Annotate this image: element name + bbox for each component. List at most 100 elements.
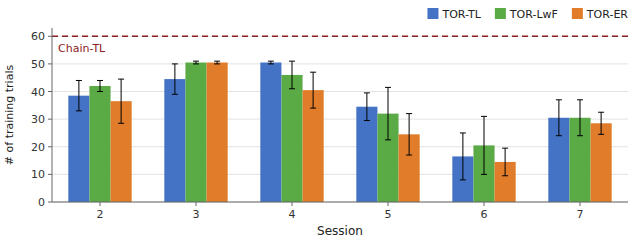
bar xyxy=(89,86,110,202)
error-cap xyxy=(577,99,583,100)
legend-label: TOR-ER xyxy=(586,8,628,21)
x-axis xyxy=(52,202,628,203)
error-cap xyxy=(193,63,199,64)
error-cap xyxy=(97,91,103,92)
error-bar xyxy=(172,64,178,94)
reference-line xyxy=(52,36,628,38)
error-stem xyxy=(313,72,314,108)
bar xyxy=(260,63,281,202)
error-cap xyxy=(289,61,295,62)
error-cap xyxy=(556,99,562,100)
y-tick-label: 20 xyxy=(31,141,45,154)
grid-line xyxy=(52,36,628,37)
error-stem xyxy=(100,80,101,91)
legend-item: TOR-ER xyxy=(572,8,628,21)
y-tick xyxy=(48,146,52,147)
error-bar xyxy=(502,148,508,176)
bar xyxy=(281,75,302,202)
error-cap xyxy=(172,94,178,95)
error-stem xyxy=(78,80,79,110)
grid-line xyxy=(52,146,628,147)
y-tick-label: 40 xyxy=(31,86,45,99)
error-stem xyxy=(601,112,602,134)
x-tick xyxy=(388,202,389,206)
error-cap xyxy=(310,108,316,109)
bar xyxy=(185,63,206,202)
error-cap xyxy=(289,88,295,89)
y-tick xyxy=(48,174,52,175)
x-tick-label: 5 xyxy=(385,208,392,221)
x-tick xyxy=(580,202,581,206)
error-stem xyxy=(388,87,389,139)
grid-line xyxy=(52,91,628,92)
error-cap xyxy=(481,116,487,117)
bar xyxy=(207,63,228,202)
error-cap xyxy=(502,148,508,149)
y-tick-label: 0 xyxy=(38,196,45,209)
y-axis xyxy=(52,28,53,202)
x-tick xyxy=(292,202,293,206)
error-cap xyxy=(193,61,199,62)
legend-swatch xyxy=(572,8,583,19)
y-tick-label: 60 xyxy=(31,30,45,43)
error-cap xyxy=(76,110,82,111)
error-stem xyxy=(558,100,559,136)
error-stem xyxy=(366,93,367,121)
x-tick-label: 2 xyxy=(97,208,104,221)
error-bar xyxy=(481,116,487,174)
y-tick xyxy=(48,36,52,37)
error-stem xyxy=(462,133,463,180)
x-tick-label: 3 xyxy=(193,208,200,221)
error-bar xyxy=(577,100,583,136)
y-tick xyxy=(48,202,52,203)
error-cap xyxy=(214,63,220,64)
error-cap xyxy=(268,61,274,62)
error-cap xyxy=(385,139,391,140)
error-cap xyxy=(406,155,412,156)
error-stem xyxy=(174,64,175,94)
error-cap xyxy=(310,72,316,73)
error-cap xyxy=(268,63,274,64)
x-tick xyxy=(196,202,197,206)
bar xyxy=(164,79,185,202)
bar xyxy=(356,107,377,202)
error-stem xyxy=(292,61,293,89)
legend-label: TOR-LwF xyxy=(509,8,558,21)
error-cap xyxy=(214,61,220,62)
error-bar xyxy=(406,114,412,155)
y-tick-label: 30 xyxy=(31,113,45,126)
error-cap xyxy=(364,92,370,93)
legend-label: TOR-TL xyxy=(441,8,481,21)
legend-swatch xyxy=(495,8,506,19)
error-cap xyxy=(556,135,562,136)
error-bar xyxy=(385,87,391,139)
error-stem xyxy=(580,100,581,136)
y-tick-label: 50 xyxy=(31,58,45,71)
x-axis-label: Session xyxy=(317,224,363,238)
error-cap xyxy=(502,175,508,176)
error-cap xyxy=(460,179,466,180)
y-tick xyxy=(48,119,52,120)
error-cap xyxy=(364,120,370,121)
error-stem xyxy=(409,114,410,155)
error-bar xyxy=(556,100,562,136)
error-cap xyxy=(172,63,178,64)
error-bar xyxy=(76,80,82,110)
error-bar xyxy=(118,79,124,123)
error-cap xyxy=(97,80,103,81)
bar xyxy=(591,123,612,202)
error-bar xyxy=(364,93,370,121)
error-bar xyxy=(289,61,295,89)
error-bar xyxy=(193,61,199,64)
grid-line xyxy=(52,119,628,120)
x-tick xyxy=(100,202,101,206)
error-cap xyxy=(598,112,604,113)
error-bar xyxy=(214,61,220,64)
error-bar xyxy=(460,133,466,180)
error-cap xyxy=(481,174,487,175)
error-cap xyxy=(118,79,124,80)
error-stem xyxy=(484,116,485,174)
x-tick xyxy=(484,202,485,206)
plot-area xyxy=(52,36,628,202)
y-axis-label: # of training trials xyxy=(3,65,16,166)
